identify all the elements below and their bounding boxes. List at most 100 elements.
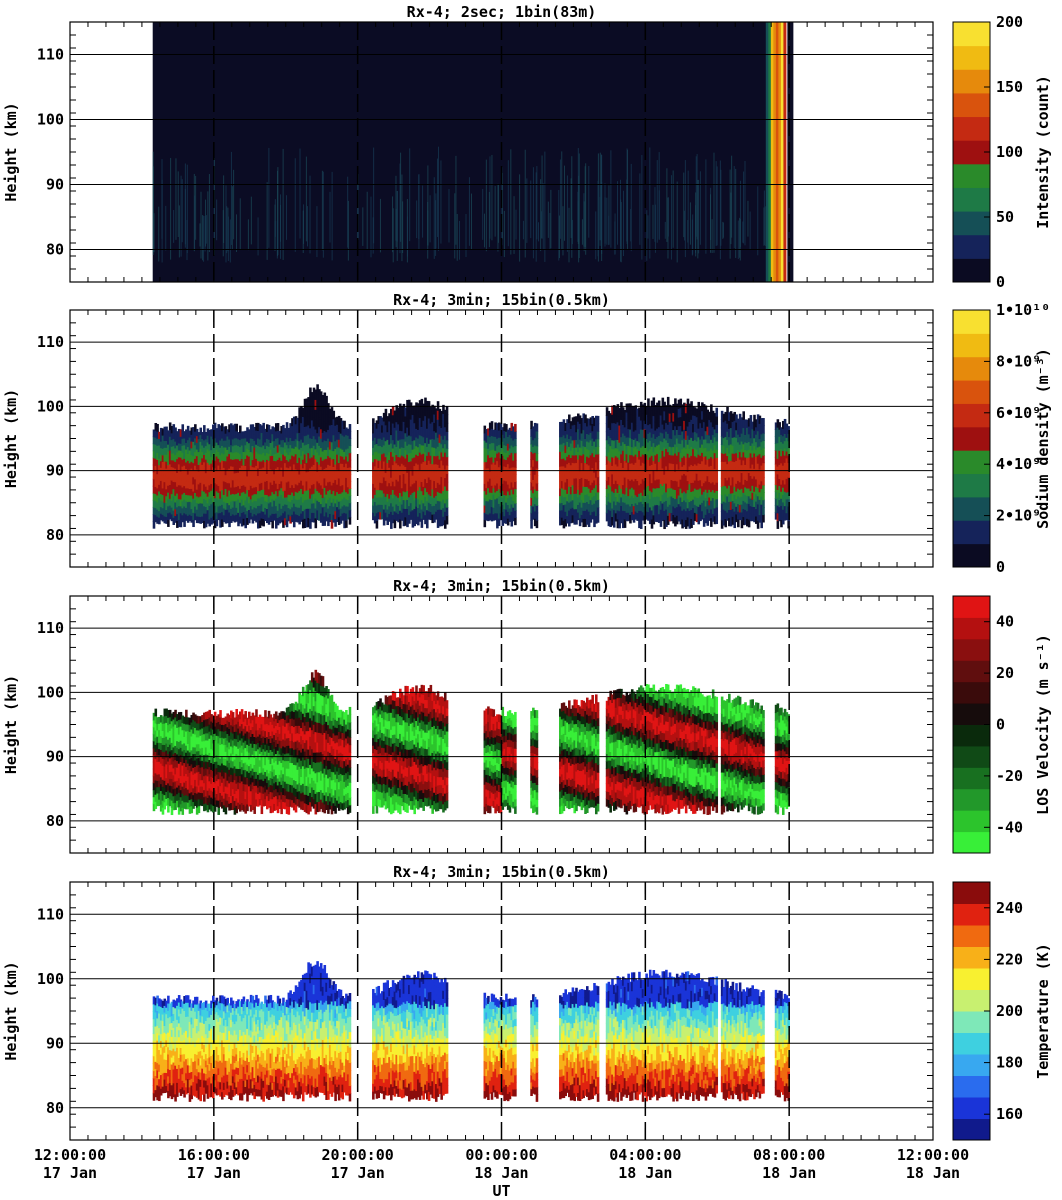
heat-cell <box>294 491 298 500</box>
heat-cell <box>282 446 285 455</box>
heat-cell <box>783 433 787 442</box>
heat-cell <box>341 484 345 493</box>
panel-title: Rx-4; 2sec; 1bin(83m) <box>407 3 597 21</box>
heat-cell <box>330 502 334 512</box>
heat-cell <box>569 442 573 451</box>
heat-cell <box>728 444 731 454</box>
heat-cell <box>159 776 163 785</box>
heat-cell <box>408 443 411 454</box>
heat-cell <box>713 436 717 446</box>
heat-cell <box>596 461 600 470</box>
heat-cell <box>170 771 174 779</box>
heat-cell <box>618 502 621 512</box>
heat-cell <box>318 435 321 446</box>
intensity-streak <box>683 210 685 241</box>
heat-cell <box>339 493 343 502</box>
heat-cell <box>659 406 663 416</box>
heat-cell <box>724 493 728 503</box>
heat-cell <box>611 465 614 475</box>
heat-cell <box>418 477 422 488</box>
heat-cell <box>181 715 185 724</box>
heat-cell <box>621 475 625 486</box>
heat-cell <box>372 418 375 427</box>
heat-cell <box>197 490 201 498</box>
heat-cell <box>692 457 695 467</box>
heat-cell <box>427 443 431 453</box>
heat-cell <box>510 430 514 439</box>
intensity-streak <box>302 210 304 253</box>
heat-cell <box>161 758 165 766</box>
heat-cell <box>381 432 384 440</box>
heat-cell <box>711 442 715 451</box>
heat-cell <box>690 500 693 511</box>
heat-cell <box>179 484 183 493</box>
heat-cell <box>167 471 170 479</box>
heat-cell <box>593 495 596 504</box>
intensity-streak <box>396 190 398 242</box>
heat-cell <box>240 505 244 513</box>
heat-cell <box>397 456 400 466</box>
heat-cell <box>609 421 612 430</box>
heat-cell <box>697 497 701 507</box>
heat-cell <box>176 492 179 501</box>
heat-cell <box>273 453 276 461</box>
heat-cell <box>323 487 327 498</box>
heat-cell <box>269 442 273 450</box>
panel-title: Rx-4; 3min; 15bin(0.5km) <box>393 291 610 309</box>
heat-cell <box>514 459 517 468</box>
heat-cell <box>379 423 382 432</box>
heat-cell <box>204 492 208 501</box>
heat-cell <box>390 434 393 444</box>
heat-cell <box>589 499 593 508</box>
heat-cell <box>253 480 256 488</box>
heat-cell <box>587 434 591 443</box>
heat-cell <box>749 467 753 476</box>
heat-cell <box>217 458 221 466</box>
heat-cell <box>377 482 381 491</box>
heat-cell <box>740 503 744 513</box>
heat-cell <box>505 473 508 482</box>
heat-cell <box>231 507 235 515</box>
heat-cell <box>384 512 388 521</box>
heat-cell <box>625 495 629 505</box>
heat-cell <box>318 398 321 409</box>
heat-cell <box>289 515 292 524</box>
heat-cell <box>222 433 226 441</box>
heat-cell <box>746 457 749 466</box>
heat-cell <box>199 461 203 470</box>
heat-cell <box>165 502 168 511</box>
heat-cell <box>332 474 336 483</box>
heat-cell <box>621 484 625 494</box>
heat-cell <box>724 420 728 429</box>
heat-cell <box>704 455 708 465</box>
heat-cell <box>190 798 194 807</box>
heat-cell <box>404 424 407 434</box>
heat-cell <box>737 441 740 451</box>
heat-cell <box>348 431 352 439</box>
heat-cell <box>287 461 291 469</box>
heat-cell <box>431 404 434 414</box>
heat-cell <box>693 407 697 416</box>
heat-cell <box>733 477 737 487</box>
heat-cell <box>514 502 517 511</box>
heat-cell <box>657 435 661 445</box>
heat-cell <box>177 799 181 808</box>
heat-cell <box>514 423 517 432</box>
heat-cell <box>170 459 174 468</box>
intensity-streak <box>695 192 697 257</box>
heat-cell <box>778 485 781 494</box>
heat-cell <box>226 482 229 490</box>
heat-cell <box>729 443 733 453</box>
heat-cell <box>242 491 246 499</box>
heat-cell <box>440 419 443 428</box>
colorbar-swatch <box>953 69 990 94</box>
heat-cell <box>596 453 600 463</box>
heat-cell <box>167 739 170 747</box>
heat-cell <box>533 518 537 527</box>
heat-cell <box>341 498 345 507</box>
heat-cell <box>274 453 278 462</box>
heat-cell <box>377 489 381 498</box>
heat-cell <box>390 417 393 427</box>
heat-cell <box>697 462 701 473</box>
heat-cell <box>156 423 159 432</box>
